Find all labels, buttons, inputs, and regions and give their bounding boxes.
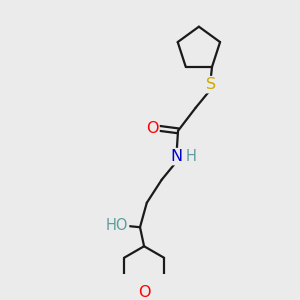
Text: HO: HO: [106, 218, 128, 233]
Text: O: O: [146, 121, 158, 136]
Text: N: N: [171, 149, 183, 164]
Text: S: S: [206, 77, 216, 92]
Text: O: O: [138, 285, 150, 300]
Text: H: H: [185, 149, 196, 164]
